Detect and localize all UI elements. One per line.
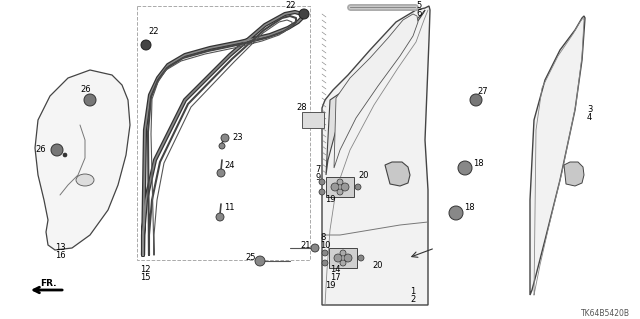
Circle shape — [331, 183, 339, 191]
Circle shape — [255, 256, 265, 266]
Circle shape — [219, 143, 225, 149]
Text: 14: 14 — [330, 265, 340, 275]
Bar — [326, 177, 354, 197]
Circle shape — [216, 213, 224, 221]
Text: 15: 15 — [140, 273, 150, 283]
Text: 21: 21 — [300, 241, 310, 249]
Circle shape — [458, 161, 472, 175]
Circle shape — [311, 244, 319, 252]
Text: 22: 22 — [285, 2, 296, 11]
Text: 8: 8 — [320, 234, 325, 242]
Text: 24: 24 — [224, 160, 234, 169]
Circle shape — [337, 179, 343, 185]
Text: 12: 12 — [140, 265, 150, 275]
Text: 16: 16 — [55, 251, 66, 261]
Polygon shape — [385, 162, 410, 186]
Circle shape — [355, 184, 361, 190]
Text: 28: 28 — [296, 103, 307, 113]
Circle shape — [319, 179, 325, 185]
Circle shape — [322, 260, 328, 266]
Circle shape — [358, 255, 364, 261]
Text: 26: 26 — [35, 145, 45, 154]
Text: 6: 6 — [416, 10, 421, 19]
Text: 1: 1 — [410, 287, 415, 296]
Text: 19: 19 — [325, 281, 335, 291]
Circle shape — [221, 134, 229, 142]
Circle shape — [449, 206, 463, 220]
Polygon shape — [35, 70, 130, 250]
Circle shape — [470, 94, 482, 106]
Circle shape — [340, 260, 346, 266]
Text: 22: 22 — [148, 27, 159, 36]
Polygon shape — [334, 14, 418, 168]
Polygon shape — [530, 16, 585, 295]
Text: 20: 20 — [372, 261, 383, 270]
Circle shape — [84, 94, 96, 106]
Text: 2: 2 — [410, 295, 415, 305]
Text: 7: 7 — [315, 166, 321, 174]
Circle shape — [344, 254, 352, 262]
Text: 3: 3 — [587, 106, 593, 115]
Circle shape — [299, 9, 309, 19]
Text: 18: 18 — [473, 159, 484, 167]
Text: 13: 13 — [55, 243, 66, 253]
Circle shape — [51, 144, 63, 156]
Circle shape — [337, 189, 343, 195]
Text: 9: 9 — [315, 174, 320, 182]
Text: 4: 4 — [587, 114, 592, 122]
Text: 23: 23 — [232, 132, 243, 142]
Circle shape — [341, 183, 349, 191]
Circle shape — [340, 250, 346, 256]
Bar — [137, 6, 310, 260]
Polygon shape — [326, 10, 425, 175]
Text: 25: 25 — [245, 253, 255, 262]
Circle shape — [322, 250, 328, 256]
Text: 19: 19 — [325, 196, 335, 204]
Text: TK64B5420B: TK64B5420B — [581, 308, 630, 317]
Text: 27: 27 — [477, 87, 488, 97]
Circle shape — [319, 189, 325, 195]
Polygon shape — [564, 162, 584, 186]
Text: 5: 5 — [416, 2, 421, 11]
Circle shape — [141, 40, 151, 50]
Bar — [302, 112, 324, 128]
Circle shape — [217, 169, 225, 177]
Text: 18: 18 — [464, 204, 475, 212]
Text: FR.: FR. — [40, 279, 56, 288]
Bar — [329, 248, 357, 268]
Text: 17: 17 — [330, 273, 340, 283]
Circle shape — [334, 254, 342, 262]
Text: 20: 20 — [358, 170, 369, 180]
Ellipse shape — [76, 174, 94, 186]
Circle shape — [63, 153, 67, 157]
Text: 10: 10 — [320, 241, 330, 250]
Polygon shape — [322, 6, 430, 305]
Text: 26: 26 — [80, 85, 91, 94]
Text: 11: 11 — [224, 203, 234, 211]
